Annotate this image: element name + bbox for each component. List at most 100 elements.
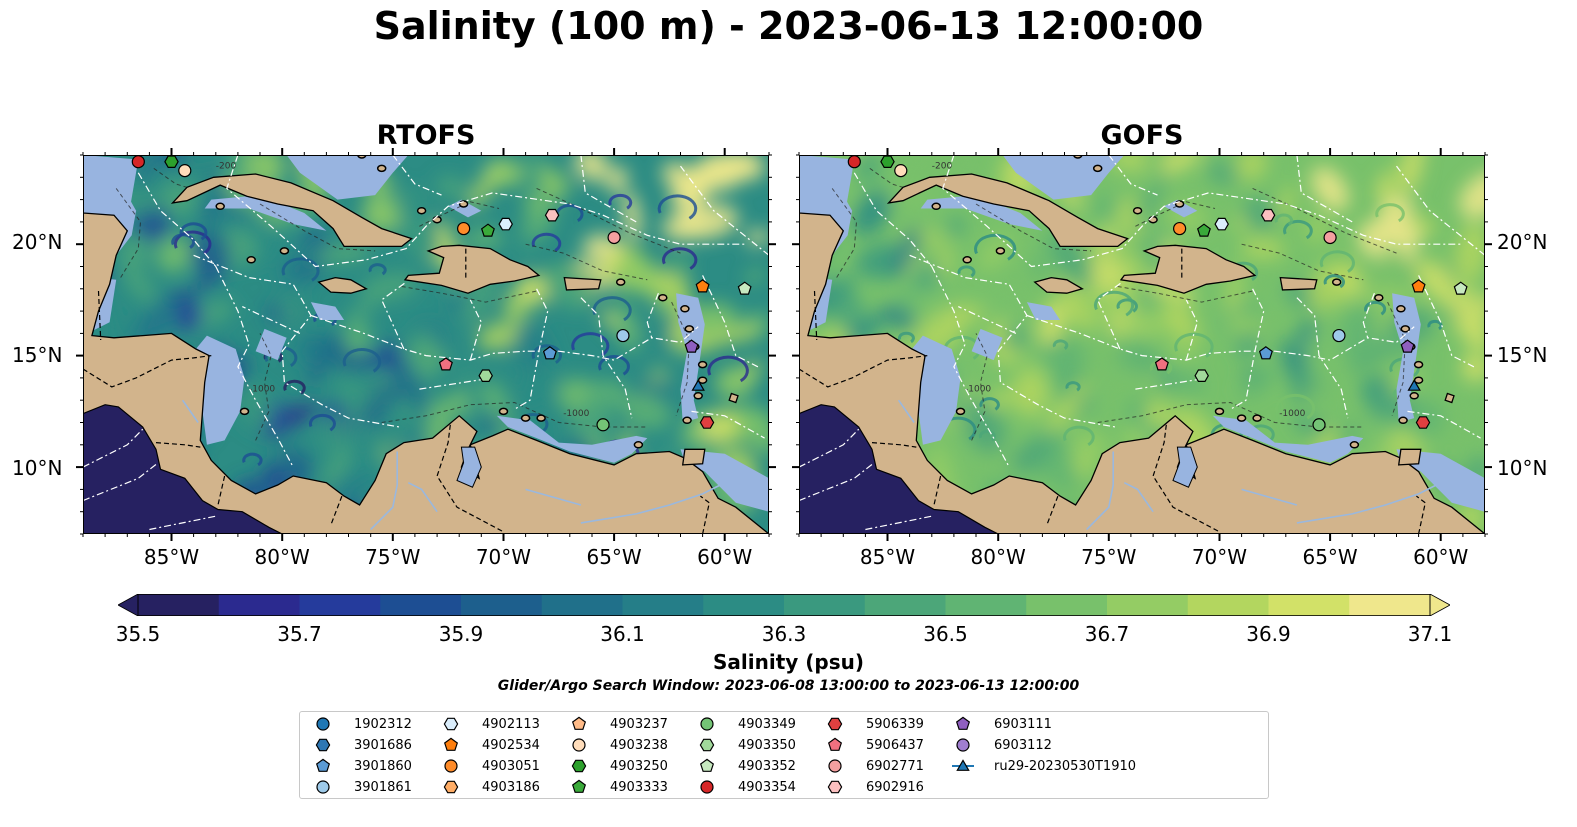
legend-item: 4903250 bbox=[568, 756, 668, 776]
land-puertoRico bbox=[1279, 276, 1318, 291]
shelf-vzShelf bbox=[1212, 415, 1364, 463]
island bbox=[1398, 416, 1408, 425]
eez-line bbox=[1418, 275, 1475, 368]
legend-marker-icon bbox=[827, 717, 843, 731]
legend-label: 4903238 bbox=[610, 737, 668, 753]
colorbar-min-extend bbox=[118, 594, 139, 616]
legend-pentagon-marker bbox=[571, 779, 587, 793]
legend-item: 5906339 bbox=[824, 714, 924, 734]
eez-line bbox=[392, 155, 442, 196]
x-tick-label: 80°W bbox=[254, 545, 310, 569]
legend-item: 3901686 bbox=[312, 735, 412, 755]
eez-line bbox=[799, 428, 860, 468]
x-tick-label: 85°W bbox=[859, 545, 916, 569]
x-tick-label: 70°W bbox=[1191, 545, 1248, 569]
eez-line bbox=[646, 292, 659, 338]
eez-line bbox=[909, 254, 1116, 428]
isobath-line bbox=[831, 188, 858, 278]
colorbar-bin bbox=[703, 594, 785, 616]
island bbox=[215, 202, 225, 211]
legend-circle-marker bbox=[444, 759, 458, 773]
isobath-label: -1000 bbox=[1279, 409, 1305, 419]
colorbar bbox=[118, 594, 1450, 616]
colorbar-tick-label: 36.1 bbox=[600, 622, 645, 646]
border-line bbox=[436, 424, 504, 533]
colorbar-frame bbox=[137, 594, 1431, 616]
float-marker-4903352 bbox=[1453, 281, 1468, 295]
float-marker-4903349 bbox=[596, 418, 610, 432]
border-line bbox=[1152, 424, 1220, 533]
legend-label: ru29-20230530T1910 bbox=[994, 758, 1137, 774]
isobath-label: -200 bbox=[932, 161, 953, 171]
legend-marker-icon bbox=[571, 759, 587, 773]
island bbox=[520, 414, 531, 422]
eez-line bbox=[1396, 165, 1485, 256]
eez-line bbox=[680, 165, 769, 256]
eez-line bbox=[1296, 297, 1349, 419]
legend-circle-marker bbox=[572, 738, 586, 752]
rivers bbox=[897, 399, 1437, 531]
island bbox=[1236, 414, 1247, 422]
float-marker-5906437 bbox=[438, 357, 453, 371]
island bbox=[1396, 305, 1406, 313]
salinity-field bbox=[83, 155, 769, 534]
border-line bbox=[871, 442, 917, 448]
river-line bbox=[1241, 488, 1298, 506]
shelf-caicos bbox=[448, 199, 482, 218]
colorbar-bin bbox=[945, 594, 1027, 616]
legend-label: 6902916 bbox=[866, 779, 924, 795]
eez-line bbox=[958, 306, 1017, 334]
isobath-line bbox=[255, 333, 272, 441]
legend-label: 4903186 bbox=[482, 779, 540, 795]
eez-line bbox=[799, 462, 875, 502]
colorbar-bin bbox=[622, 594, 704, 616]
axis-ticks bbox=[76, 148, 776, 541]
float-marker-ru29-20230530T1910 bbox=[691, 379, 705, 391]
shelf-cubaShelfS bbox=[204, 195, 327, 231]
shelf-pedroBank bbox=[310, 302, 345, 320]
colorbar-bin bbox=[299, 594, 381, 616]
legend-label: 4903250 bbox=[610, 758, 668, 774]
eez-line bbox=[215, 266, 294, 468]
island bbox=[536, 414, 546, 422]
legend-label: 4903237 bbox=[610, 716, 668, 732]
river-line bbox=[407, 481, 438, 513]
eez-line bbox=[702, 275, 759, 368]
legend-label: 4902534 bbox=[482, 737, 540, 753]
legend-marker-icon bbox=[699, 758, 715, 772]
float-marker-4903333 bbox=[480, 223, 495, 237]
colorbar-max-extend bbox=[1429, 594, 1450, 616]
eez-line bbox=[1096, 281, 1123, 350]
float-marker-3901860 bbox=[1258, 346, 1273, 360]
legend-item: 6903111 bbox=[952, 714, 1052, 734]
shelf-caicos bbox=[1164, 199, 1198, 218]
border-line bbox=[217, 475, 226, 506]
float-marker-4902113 bbox=[1214, 217, 1229, 231]
float-marker-5906437 bbox=[1154, 357, 1169, 371]
shelf-campecheShelf bbox=[83, 155, 139, 211]
island bbox=[432, 215, 442, 224]
shelf-vzShelf bbox=[496, 415, 648, 463]
map-panel-gofs: -1000 -200 -1000 bbox=[792, 148, 1492, 541]
x-tick-label: 60°W bbox=[1413, 545, 1469, 569]
border-line bbox=[155, 442, 201, 448]
legend-label: 3901860 bbox=[354, 758, 412, 774]
legend-marker-icon bbox=[316, 780, 330, 794]
legend-item: 3901860 bbox=[312, 756, 412, 776]
legend-item: 1902312 bbox=[312, 714, 412, 734]
float-marker-6902771 bbox=[1323, 230, 1337, 245]
island bbox=[1374, 293, 1384, 302]
y-tick-label-right: 15°N bbox=[1497, 343, 1548, 367]
river-line bbox=[181, 399, 199, 423]
isobath-line bbox=[259, 203, 376, 252]
colorbar-bin bbox=[1026, 594, 1108, 616]
legend-pentagon-marker bbox=[443, 737, 459, 751]
legend-item: 3901861 bbox=[312, 777, 412, 797]
island bbox=[246, 256, 256, 264]
island bbox=[658, 293, 668, 302]
isobath-line bbox=[115, 188, 142, 278]
legend-pentagon-marker bbox=[571, 716, 587, 730]
eez-line bbox=[1362, 292, 1375, 338]
eez-line bbox=[193, 254, 400, 428]
eez-line bbox=[942, 155, 1463, 268]
